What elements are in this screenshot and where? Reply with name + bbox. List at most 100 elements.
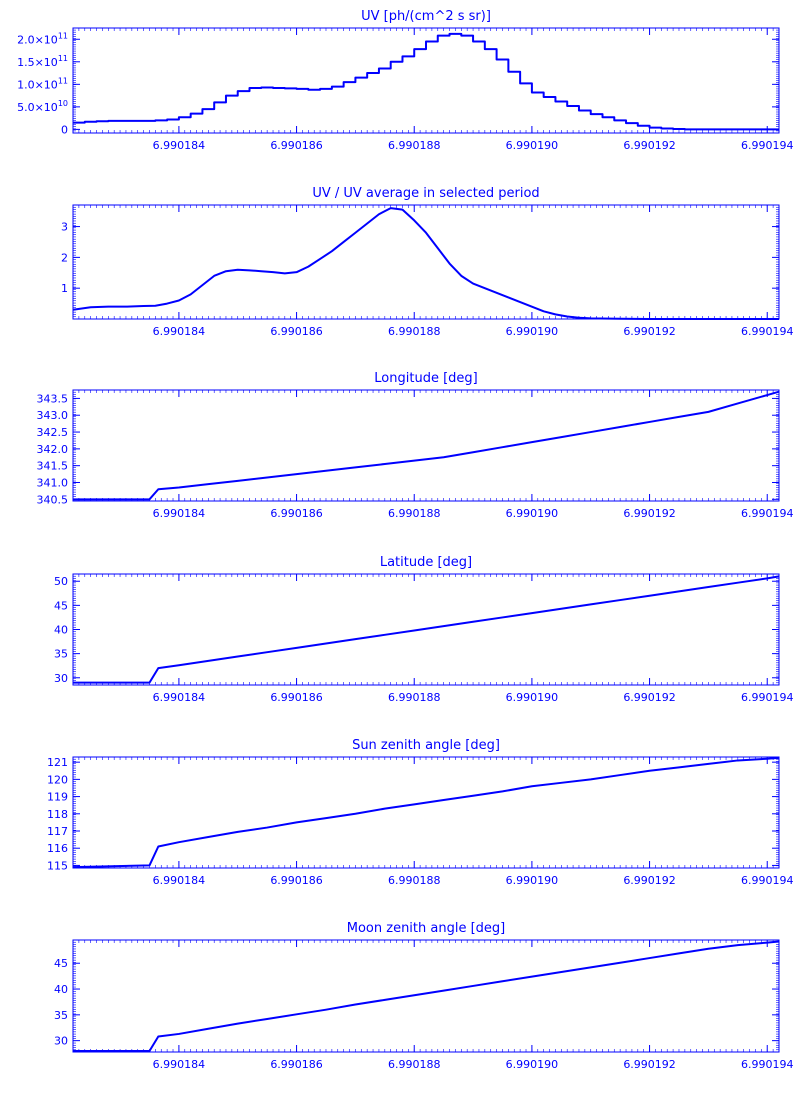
series-line: [73, 940, 780, 1052]
chart-title: UV [ph/(cm^2 s sr)]: [361, 9, 491, 24]
x-tick-label: 6.990184: [153, 507, 206, 520]
series-line: [73, 575, 780, 684]
y-tick-label: 0: [61, 123, 68, 136]
y-tick-label: 343.0: [37, 409, 69, 422]
y-tick-label: 35: [54, 648, 68, 661]
chart-title: UV / UV average in selected period: [312, 186, 539, 201]
y-tick-label: 2: [61, 251, 68, 264]
y-tick-label: 1: [61, 282, 68, 295]
x-tick-label: 6.990192: [623, 1058, 676, 1071]
y-tick-label: 1.0×1011: [17, 76, 68, 91]
series-line: [72, 756, 780, 869]
plot-frame: [72, 204, 780, 320]
x-tick-label: 6.990186: [270, 325, 323, 338]
x-tick-label: 6.990190: [506, 691, 559, 704]
x-tick-label: 6.990188: [388, 325, 441, 338]
uv-ratio-panel: UV / UV average in selected period 6.9901…: [61, 186, 793, 338]
chart-title: Moon zenith angle [deg]: [347, 921, 505, 936]
x-tick-label: 6.990188: [388, 1058, 441, 1071]
x-tick-label: 6.990192: [623, 325, 676, 338]
y-tick-label: 121: [47, 756, 68, 769]
series-line: [72, 207, 779, 320]
y-tick-label: 118: [47, 808, 68, 821]
x-tick-label: 6.990188: [388, 874, 441, 887]
latitude-panel: Latitude [deg] 6.990184 6.990186 6.990188 6.…: [54, 555, 793, 704]
x-tick-label: 6.990186: [270, 874, 323, 887]
x-tick-label: 6.990186: [270, 1058, 323, 1071]
plot-frame: [72, 389, 780, 502]
y-tick-label-base: 1.0×10: [17, 78, 58, 91]
x-tick-label: 6.990192: [623, 139, 676, 152]
x-tick-label: 6.990190: [506, 139, 559, 152]
x-tick-label: 6.990186: [270, 691, 323, 704]
y-tick-label-base: 0: [61, 123, 68, 136]
x-tick-label: 6.990184: [153, 1058, 206, 1071]
x-tick-label: 6.990194: [741, 507, 794, 520]
y-tick-label: 342.0: [37, 443, 69, 456]
x-tick-label: 6.990192: [623, 507, 676, 520]
y-tick-label: 341.5: [37, 460, 69, 473]
y-tick-label-base: 2.0×10: [17, 33, 58, 46]
y-tick-label: 341.0: [37, 477, 69, 490]
x-tick-label: 6.990192: [623, 691, 676, 704]
x-tick-label: 6.990194: [741, 325, 794, 338]
y-tick-label: 45: [54, 957, 68, 970]
x-tick-label: 6.990184: [153, 139, 206, 152]
chart-title: Latitude [deg]: [380, 555, 472, 570]
x-tick-label: 6.990184: [153, 325, 206, 338]
y-tick-label: 116: [47, 842, 68, 855]
x-tick-label: 6.990184: [153, 691, 206, 704]
y-tick-label: 50: [54, 575, 68, 588]
y-tick-label: 342.5: [37, 426, 69, 439]
chart-title: Longitude [deg]: [374, 371, 477, 386]
y-tick-label: 30: [54, 672, 68, 685]
longitude-panel: Longitude [deg] 6.990184 6.990186 6.990188 6…: [37, 371, 794, 520]
x-tick-label: 6.990192: [623, 874, 676, 887]
plot-frame: [72, 756, 780, 869]
y-tick-label: 40: [54, 624, 68, 637]
chart-title: Sun zenith angle [deg]: [352, 738, 500, 753]
x-tick-label: 6.990190: [506, 874, 559, 887]
y-tick-label: 45: [54, 599, 68, 612]
sun-zenith-panel: Sun zenith angle [deg] 6.990184 6.990186 6.…: [47, 738, 793, 887]
y-tick-label-exponent: 11: [58, 31, 68, 40]
y-tick-label: 340.5: [37, 493, 69, 506]
moon-zenith-panel: Moon zenith angle [deg] 6.990184 6.990186 6…: [54, 921, 793, 1071]
y-tick-label: 117: [47, 825, 68, 838]
series-line: [73, 390, 780, 501]
y-tick-label: 3: [61, 221, 68, 234]
x-tick-label: 6.990184: [153, 874, 206, 887]
y-tick-label: 35: [54, 1009, 68, 1022]
y-tick-label: 40: [54, 983, 68, 996]
plot-frame: [72, 939, 780, 1053]
y-tick-label: 5.0×1010: [17, 99, 68, 114]
y-tick-label: 30: [54, 1035, 68, 1048]
y-tick-label: 115: [47, 859, 68, 872]
x-tick-label: 6.990186: [270, 139, 323, 152]
x-tick-label: 6.990194: [741, 139, 794, 152]
y-tick-label-base: 5.0×10: [17, 101, 58, 114]
x-tick-label: 6.990190: [506, 325, 559, 338]
y-tick-label: 343.5: [37, 392, 69, 405]
x-tick-label: 6.990188: [388, 507, 441, 520]
x-tick-label: 6.990194: [741, 874, 794, 887]
x-tick-label: 6.990190: [506, 1058, 559, 1071]
y-tick-label: 120: [47, 773, 68, 786]
x-tick-label: 6.990188: [388, 691, 441, 704]
y-tick-label-exponent: 11: [58, 54, 68, 63]
y-tick-label-exponent: 11: [58, 76, 68, 85]
x-tick-label: 6.990186: [270, 507, 323, 520]
y-tick-label: 119: [47, 791, 68, 804]
x-tick-label: 6.990194: [741, 1058, 794, 1071]
x-tick-label: 6.990194: [741, 691, 794, 704]
y-tick-label: 1.5×1011: [17, 54, 68, 69]
x-tick-label: 6.990188: [388, 139, 441, 152]
y-tick-label-base: 1.5×10: [17, 56, 58, 69]
uv-panel: UV [ph/(cm^2 s sr)] 6.990184 6.990186 6.990…: [17, 9, 793, 152]
series-line: [73, 32, 779, 131]
x-tick-label: 6.990190: [506, 507, 559, 520]
y-tick-label: 2.0×1011: [17, 31, 68, 46]
y-tick-label-exponent: 10: [58, 99, 68, 108]
